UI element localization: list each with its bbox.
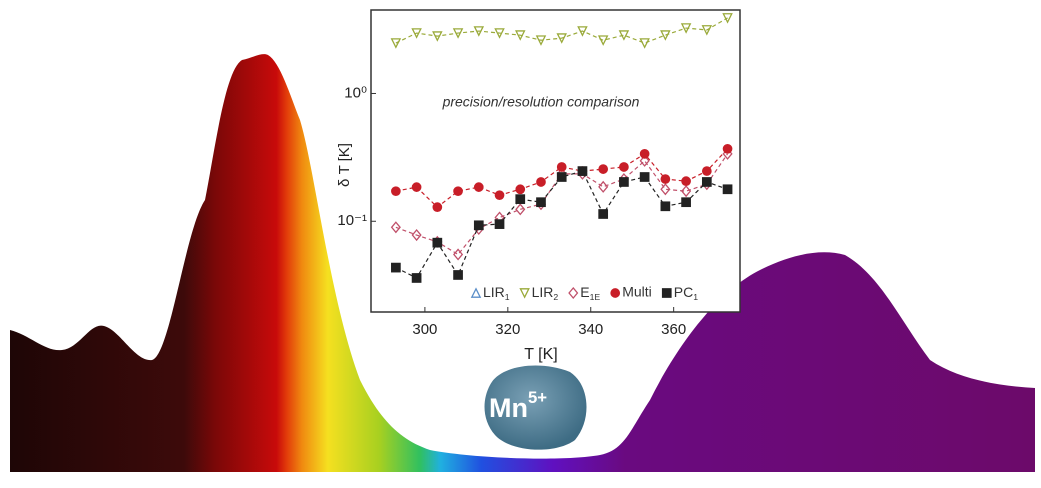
data-point: [411, 28, 422, 39]
data-point: [453, 270, 463, 280]
data-point: [536, 197, 546, 208]
y-tick-label: 10⁻¹: [337, 212, 367, 229]
data-point: [598, 209, 609, 219]
legend-label: Multi: [622, 284, 652, 300]
series-line: [395, 148, 729, 208]
legend-marker: [661, 288, 672, 298]
data-point: [391, 262, 401, 273]
data-point: [639, 148, 650, 159]
x-axis-label: T [K]: [524, 346, 558, 363]
chart-title: precision/resolution comparison: [442, 94, 640, 110]
data-point: [535, 35, 547, 46]
x-tick-label: 320: [495, 321, 520, 338]
data-point: [390, 221, 401, 234]
data-point: [556, 172, 567, 182]
data-point: [494, 28, 505, 39]
data-point: [722, 13, 733, 24]
y-axis-label: δ T [K]: [336, 143, 353, 187]
data-point: [494, 190, 505, 201]
data-point: [473, 220, 484, 231]
legend-label: E1E: [580, 284, 600, 303]
data-point: [701, 177, 712, 187]
data-point: [619, 162, 629, 172]
data-point: [432, 202, 443, 212]
data-point: [432, 31, 443, 42]
data-point: [556, 162, 567, 172]
y-tick-label: 10⁰: [344, 84, 367, 101]
data-point: [681, 176, 691, 187]
x-tick-label: 360: [661, 321, 686, 338]
data-point: [701, 166, 712, 176]
data-point: [598, 180, 609, 193]
data-point: [660, 30, 671, 41]
spectrum: [10, 54, 1035, 472]
data-point: [639, 172, 650, 182]
ion-blob: [484, 365, 587, 450]
data-point: [536, 177, 546, 187]
data-point: [577, 166, 588, 176]
data-point: [411, 273, 422, 283]
data-point: [452, 28, 464, 39]
data-point: [432, 237, 443, 248]
data-point: [660, 183, 671, 196]
data-point: [598, 164, 609, 174]
series-line: [395, 17, 728, 44]
data-point: [494, 219, 505, 229]
x-tick-label: 340: [578, 321, 603, 338]
legend-marker: [470, 287, 482, 298]
legend-marker: [568, 286, 579, 300]
data-point: [390, 38, 402, 49]
data-point: [639, 38, 650, 49]
plot-frame: [370, 9, 741, 313]
data-point: [453, 186, 463, 197]
data-point: [681, 185, 692, 198]
x-tick-label: 300: [412, 321, 437, 338]
legend-marker: [519, 288, 530, 299]
data-point: [391, 186, 401, 197]
data-point: [701, 25, 713, 36]
data-point: [619, 177, 629, 187]
data-point: [515, 30, 526, 41]
series-line: [395, 170, 728, 279]
ion-label: Mn5+: [489, 388, 547, 423]
data-point: [681, 197, 691, 208]
data-point: [515, 194, 526, 204]
data-point: [680, 23, 692, 34]
legend-marker: [610, 288, 621, 298]
data-point: [639, 154, 650, 167]
legend-label: LIR1: [483, 284, 510, 303]
data-point: [515, 184, 526, 195]
data-point: [597, 35, 609, 46]
data-point: [722, 143, 733, 154]
data-point: [660, 201, 671, 212]
legend-label: LIR2: [532, 284, 559, 303]
legend-label: PC1: [674, 284, 698, 303]
data-point: [556, 33, 567, 44]
data-point: [660, 174, 671, 184]
data-point: [577, 26, 588, 37]
data-point: [473, 26, 485, 37]
data-point: [515, 203, 526, 216]
data-point: [453, 248, 464, 261]
data-point: [411, 182, 422, 192]
data-point: [411, 229, 422, 242]
data-point: [722, 184, 733, 195]
data-point: [618, 30, 630, 41]
data-point: [473, 182, 484, 192]
